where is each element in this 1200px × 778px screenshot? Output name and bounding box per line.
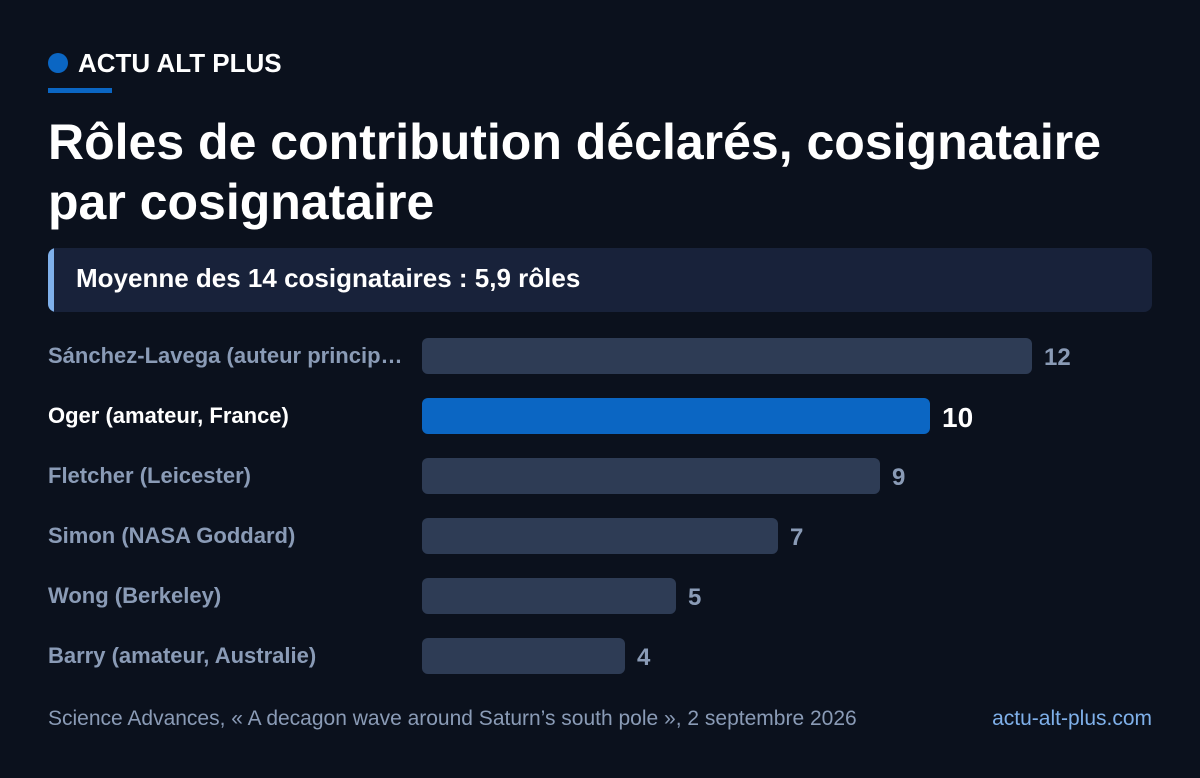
- brand-dot-icon: [48, 53, 68, 73]
- brand: ACTU ALT PLUS: [48, 46, 282, 80]
- bar: [422, 458, 880, 494]
- bar-label: Barry (amateur, Australie): [48, 643, 317, 668]
- source-caption: Science Advances, « A decagon wave aroun…: [48, 707, 857, 730]
- bar: [422, 638, 625, 674]
- bar: [422, 518, 778, 554]
- bar-value-label: 4: [637, 644, 651, 671]
- site-link[interactable]: actu-alt-plus.com: [992, 707, 1152, 730]
- average-callout: Moyenne des 14 cosignataires : 5,9 rôles: [48, 248, 1152, 312]
- bar-value-label: 9: [892, 464, 906, 491]
- bar-label: Fletcher (Leicester): [48, 463, 251, 488]
- callout-text: Moyenne des 14 cosignataires : 5,9 rôles: [76, 263, 581, 293]
- bar-value-label: 12: [1044, 344, 1071, 371]
- bar-value-label: 10: [942, 402, 974, 433]
- bar-label: Wong (Berkeley): [48, 583, 222, 608]
- bar-row: Sánchez-Lavega (auteur princip… 12: [0, 326, 1200, 386]
- bar-value-label: 5: [688, 584, 702, 611]
- bar: [422, 398, 930, 434]
- bar-row: Wong (Berkeley) 5: [0, 566, 1200, 626]
- bar-row: Fletcher (Leicester) 9: [0, 446, 1200, 506]
- bar: [422, 578, 676, 614]
- bar-label: Sánchez-Lavega (auteur princip…: [48, 343, 403, 368]
- brand-name: ACTU ALT PLUS: [78, 48, 282, 78]
- bar-label: Simon (NASA Goddard): [48, 523, 296, 548]
- bar-row: Oger (amateur, France) 10: [0, 386, 1200, 446]
- page-title: Rôles de contribution déclarés, cosignat…: [48, 114, 1102, 230]
- bar-label: Oger (amateur, France): [48, 403, 289, 428]
- brand-underline: [48, 88, 112, 93]
- bar-value-label: 7: [790, 524, 804, 551]
- callout-accent: [48, 248, 54, 312]
- bar-chart: Sánchez-Lavega (auteur princip… 12 Oger (a…: [0, 326, 1200, 686]
- bar-row: Barry (amateur, Australie) 4: [0, 626, 1200, 686]
- bar-row: Simon (NASA Goddard) 7: [0, 506, 1200, 566]
- bar: [422, 338, 1032, 374]
